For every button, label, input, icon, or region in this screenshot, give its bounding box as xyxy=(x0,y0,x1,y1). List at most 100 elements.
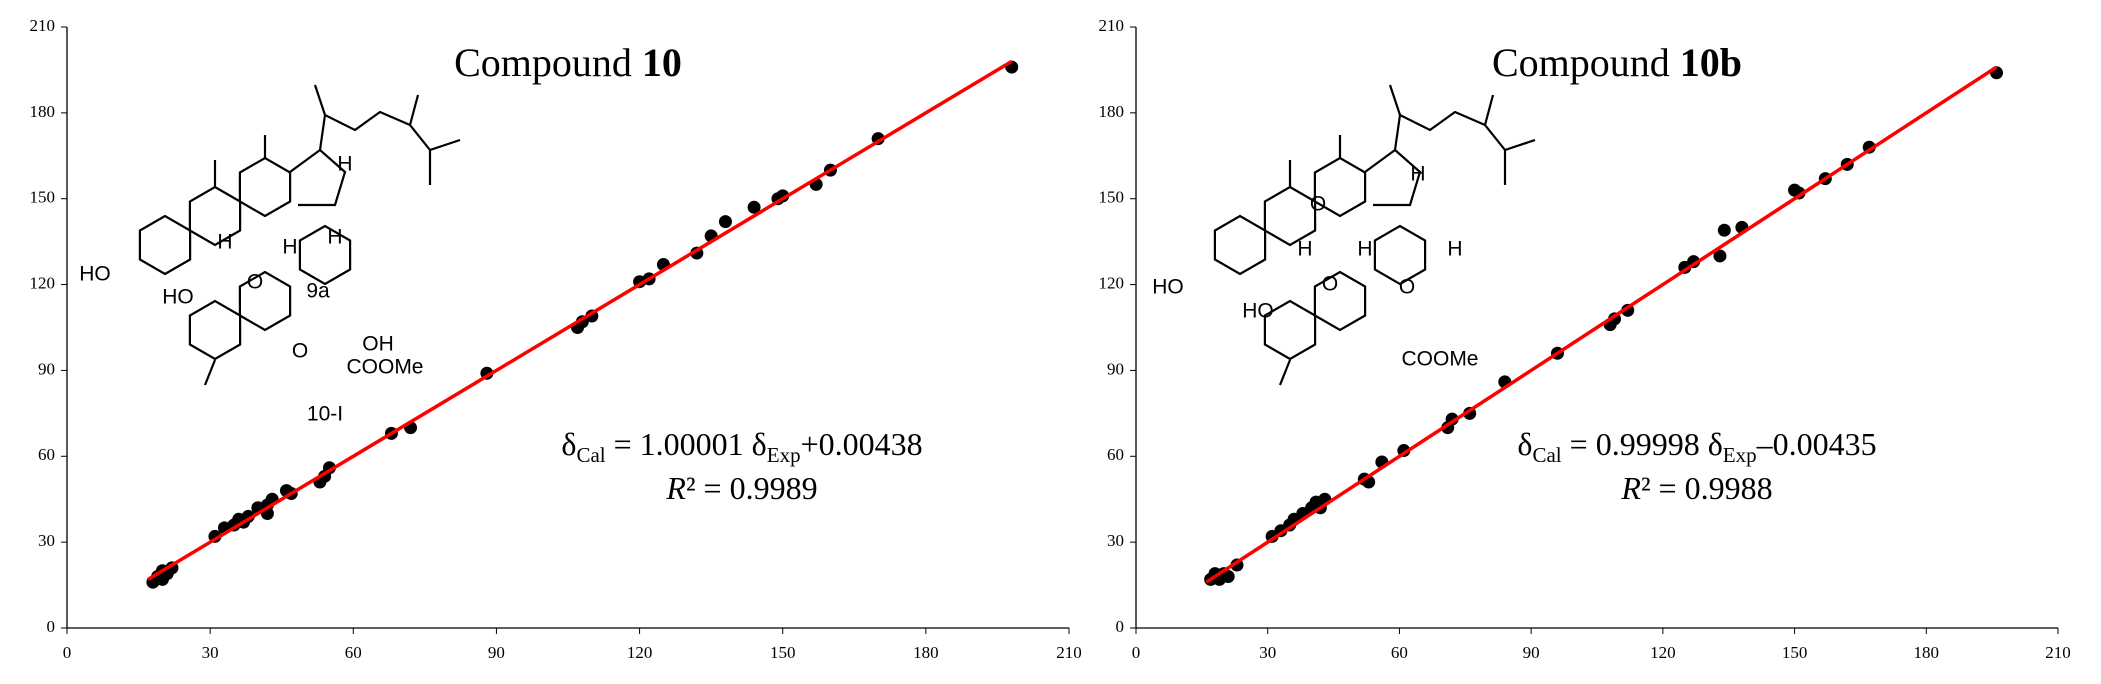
equation-subscript: Exp xyxy=(1723,443,1757,467)
y-tick-label: 120 xyxy=(1099,273,1125,292)
y-tick-label: 60 xyxy=(1107,445,1124,464)
structure-label: HO xyxy=(1242,300,1274,323)
x-tick-label: 150 xyxy=(770,643,796,662)
x-tick-label: 30 xyxy=(202,643,219,662)
x-tick-label: 90 xyxy=(1523,643,1540,662)
ring xyxy=(188,299,242,361)
methyl xyxy=(1278,135,1342,386)
x-tick-label: 60 xyxy=(345,643,362,662)
equation-subscript: Exp xyxy=(767,443,801,467)
y-tick-label: 210 xyxy=(30,16,56,35)
y-tick-label: 90 xyxy=(38,359,55,378)
structure-label: O xyxy=(1399,276,1415,299)
ring xyxy=(238,270,292,332)
title-text: Compound xyxy=(1492,40,1670,85)
y-tick-label: 30 xyxy=(38,531,55,550)
structure-label: HO xyxy=(1152,276,1184,299)
side-chain xyxy=(313,84,461,185)
structure-label: H xyxy=(1447,238,1462,261)
structure-label: H xyxy=(327,226,342,249)
fit-line xyxy=(1205,65,1998,584)
ring xyxy=(1313,156,1367,218)
structure-label: 9a xyxy=(306,280,330,303)
structure-label: H xyxy=(337,153,352,176)
structure-label: O xyxy=(1310,193,1326,216)
point xyxy=(155,572,169,586)
r-value: ² = 0.9988 xyxy=(1641,470,1773,506)
title-bold: 10b xyxy=(1680,40,1742,85)
x-tick-label: 90 xyxy=(488,643,505,662)
y-tick-label: 0 xyxy=(1116,617,1125,636)
ring xyxy=(1364,148,1422,207)
r-symbol: R xyxy=(665,470,686,506)
x-tick-label: 0 xyxy=(63,643,72,662)
ring xyxy=(1373,224,1427,286)
equation-subscript: Cal xyxy=(576,443,605,467)
structure-label: H xyxy=(1410,163,1425,186)
y-tick-label: 0 xyxy=(47,617,56,636)
structure-label: O xyxy=(1322,273,1338,296)
x-tick-label: 180 xyxy=(913,643,939,662)
structure-label: OH xyxy=(362,333,394,356)
x-tick-label: 60 xyxy=(1391,643,1408,662)
ring xyxy=(1263,185,1317,247)
structure-label: H xyxy=(1357,238,1372,261)
ring xyxy=(138,214,192,276)
x-tick-label: 30 xyxy=(1259,643,1276,662)
x-tick-label: 120 xyxy=(1650,643,1676,662)
y-tick-label: 180 xyxy=(1099,102,1125,121)
point xyxy=(718,215,732,229)
x-tick-label: 120 xyxy=(627,643,653,662)
structure-label: O xyxy=(247,271,263,294)
equation-subscript: Cal xyxy=(1532,443,1561,467)
structure-label: H xyxy=(282,236,297,259)
equation-text: δ xyxy=(1517,426,1532,462)
chart-title: Compound 10 xyxy=(454,40,682,85)
r-value: ² = 0.9989 xyxy=(686,470,818,506)
equation: δCal = 0.99998 δExp–0.00435 xyxy=(1517,426,1876,466)
title-bold: 10 xyxy=(642,40,682,85)
methyl xyxy=(203,135,267,386)
x-tick-label: 210 xyxy=(1056,643,1082,662)
structure-label: COOMe xyxy=(346,356,423,379)
r-symbol: R xyxy=(1620,470,1641,506)
equation-text: = 1.00001 δ xyxy=(606,426,767,462)
y-tick-label: 90 xyxy=(1107,359,1124,378)
equation-text: = 0.99998 δ xyxy=(1562,426,1723,462)
ring xyxy=(1213,214,1267,276)
ring xyxy=(298,224,352,286)
x-tick-label: 150 xyxy=(1782,643,1808,662)
y-tick-label: 150 xyxy=(30,188,56,207)
structure xyxy=(138,84,461,386)
structure-label: COOMe xyxy=(1401,348,1478,371)
x-tick-label: 0 xyxy=(1132,643,1141,662)
y-tick-label: 30 xyxy=(1107,531,1124,550)
y-tick-label: 120 xyxy=(30,273,56,292)
point xyxy=(1713,249,1727,263)
ring xyxy=(289,148,347,207)
point xyxy=(1717,223,1731,237)
y-tick-label: 180 xyxy=(30,102,56,121)
chart-title: Compound 10b xyxy=(1492,40,1742,85)
y-tick-label: 210 xyxy=(1099,16,1125,35)
title-text: Compound xyxy=(454,40,632,85)
y-tick-label: 60 xyxy=(38,445,55,464)
side-chain xyxy=(1388,84,1536,185)
x-tick-label: 180 xyxy=(1914,643,1940,662)
structure-label: 10-I xyxy=(307,403,343,426)
structure-label: HO xyxy=(79,263,111,286)
equation-text: +0.00438 xyxy=(801,426,923,462)
ring xyxy=(1313,270,1367,332)
r-squared: R² = 0.9988 xyxy=(1620,470,1772,506)
x-tick-label: 210 xyxy=(2045,643,2071,662)
y-tick-label: 150 xyxy=(1099,188,1125,207)
structure xyxy=(1213,84,1536,386)
structure-label: O xyxy=(292,340,308,363)
fit-line xyxy=(147,59,1013,581)
structure-label: H xyxy=(1297,238,1312,261)
point xyxy=(1221,569,1235,583)
equation-text: –0.00435 xyxy=(1756,426,1877,462)
structure-label: H xyxy=(217,231,232,254)
equation-text: δ xyxy=(561,426,576,462)
